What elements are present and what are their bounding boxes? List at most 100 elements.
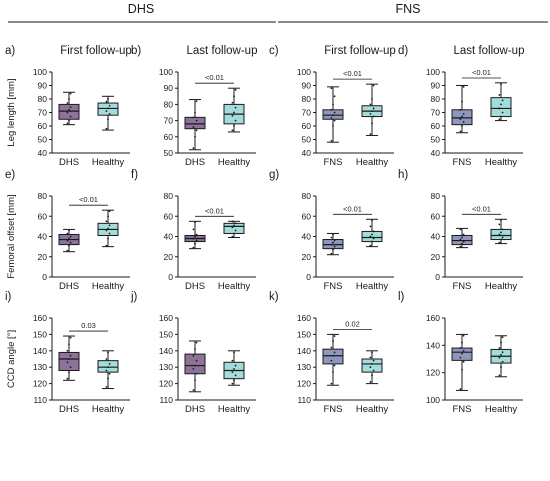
data-point <box>498 356 501 359</box>
y-tick-label: 90 <box>164 83 174 93</box>
data-point <box>195 239 198 242</box>
panel-l: l) 100 120 140 160 FNS Healthy <box>398 291 523 415</box>
data-point <box>69 241 72 244</box>
header-left: DHS <box>8 2 276 23</box>
significance-label: 0.02 <box>345 319 360 328</box>
y-axis-label: CCD angle [°] <box>6 330 17 388</box>
box-healthy <box>223 220 245 239</box>
data-point <box>501 236 504 239</box>
x-category-label: Healthy <box>92 157 124 168</box>
data-point <box>498 241 501 244</box>
panel-title: First follow-up <box>324 45 396 57</box>
data-point <box>371 374 373 377</box>
box-fns <box>322 86 344 143</box>
data-point <box>108 104 111 107</box>
y-tick-label: 0 <box>435 272 440 282</box>
data-point <box>371 219 373 222</box>
data-point <box>459 238 462 241</box>
x-category-label: DHS <box>185 157 205 168</box>
data-point <box>459 130 462 133</box>
data-point <box>68 119 70 122</box>
data-point <box>68 237 70 240</box>
data-point <box>330 346 333 349</box>
y-tick-label: 100 <box>297 67 311 77</box>
panel-f: f) 0 20 40 60 80 DHS Healthy <0.01 <box>131 169 256 292</box>
data-point <box>66 122 69 125</box>
panel-g: g) 0 20 40 60 80 FNS Healthy <0.01 <box>269 169 394 292</box>
panel-letter: b) <box>131 45 141 57</box>
y-tick-label: 60 <box>431 121 441 131</box>
data-point <box>195 100 198 103</box>
data-point <box>498 233 501 236</box>
box-iqr <box>184 353 206 375</box>
y-tick-label: 60 <box>302 121 312 131</box>
data-point <box>371 363 373 365</box>
data-point <box>372 359 375 362</box>
data-point <box>66 232 69 235</box>
data-point <box>195 341 198 344</box>
y-tick-label: 80 <box>431 94 441 104</box>
data-point <box>501 99 504 102</box>
data-point <box>333 119 336 122</box>
y-tick-label: 70 <box>302 108 312 118</box>
y-axis-label: Femoral offset [mm] <box>6 194 17 278</box>
data-point <box>498 223 501 226</box>
panel-c: c) First follow-up 40 50 60 70 80 90 100 FNS Healt… <box>269 45 396 168</box>
data-point <box>498 94 501 96</box>
data-point <box>69 354 72 357</box>
data-point <box>194 364 196 367</box>
box-healthy <box>490 218 512 245</box>
data-point <box>333 111 336 114</box>
data-point <box>231 382 234 385</box>
data-point <box>330 236 333 239</box>
data-point <box>332 241 334 244</box>
data-point <box>105 127 108 130</box>
box-iqr <box>361 230 383 243</box>
data-point <box>192 354 195 357</box>
box-iqr <box>490 97 512 118</box>
data-point <box>369 112 372 115</box>
x-category-label: FNS <box>453 404 472 415</box>
box-healthy <box>223 350 245 386</box>
data-point <box>105 220 108 223</box>
box-iqr <box>58 351 80 371</box>
y-tick-label: 100 <box>33 67 47 77</box>
data-point <box>330 108 333 111</box>
box-dhs <box>58 335 80 381</box>
y-tick-label: 140 <box>159 346 173 356</box>
panel-letter: h) <box>398 169 408 181</box>
data-point <box>105 110 108 113</box>
data-point <box>371 98 373 100</box>
y-tick-label: 40 <box>38 232 48 242</box>
box-healthy <box>361 350 383 385</box>
data-point <box>194 221 196 224</box>
data-point <box>107 351 109 354</box>
box-healthy <box>97 209 119 248</box>
data-point <box>195 119 198 122</box>
data-point <box>500 238 502 241</box>
data-point <box>107 227 109 230</box>
x-category-label: Healthy <box>356 281 388 292</box>
box-iqr <box>490 228 512 241</box>
box-healthy <box>223 87 245 133</box>
data-point <box>192 246 195 249</box>
data-point <box>231 114 234 117</box>
data-point <box>461 115 463 118</box>
data-point <box>69 336 72 339</box>
data-point <box>369 133 372 136</box>
data-point <box>332 371 334 374</box>
y-tick-label: 80 <box>302 94 312 104</box>
y-tick-label: 20 <box>38 252 48 262</box>
data-point <box>105 385 108 388</box>
y-tick-label: 90 <box>302 81 312 91</box>
data-point <box>461 341 463 344</box>
x-category-label: Healthy <box>218 157 250 168</box>
box-fns <box>322 232 344 256</box>
data-point <box>234 119 237 122</box>
significance-label: <0.01 <box>472 204 491 213</box>
y-tick-label: 60 <box>38 121 48 131</box>
data-point <box>371 110 373 113</box>
data-point <box>231 129 234 132</box>
box-healthy <box>361 83 383 136</box>
